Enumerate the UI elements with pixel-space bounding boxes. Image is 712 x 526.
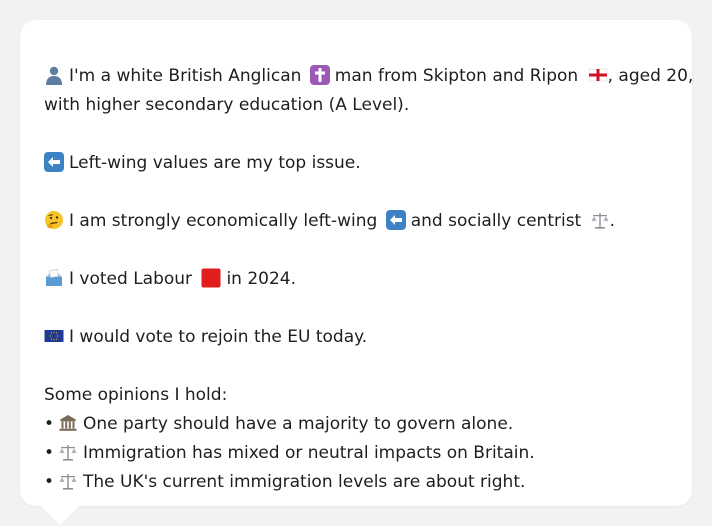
eu-line: I would vote to rejoin the EU today.	[44, 323, 668, 352]
opinion-text: Immigration has mixed or neutral impacts…	[83, 443, 535, 463]
england-flag-icon	[588, 68, 607, 82]
top-issue-text: Left-wing values are my top issue.	[69, 153, 361, 173]
top-issue-line: Left-wing values are my top issue.	[44, 149, 668, 178]
classical-building-icon	[59, 415, 77, 431]
intro-line-1: I'm a white British Anglican man from Sk…	[44, 62, 693, 91]
opinion-item: • Immigration has mixed or neutral impac…	[44, 439, 668, 468]
person-icon	[46, 66, 62, 85]
opinion-item: • One party should have a majority to go…	[44, 410, 668, 439]
economic-text-1: I am strongly economically left-wing	[69, 211, 378, 231]
thinking-face-icon	[45, 211, 63, 229]
latin-cross-icon	[309, 65, 330, 85]
opinion-item: • The UK's current immigration levels ar…	[44, 468, 668, 497]
intro-text-3: , aged 20,	[607, 66, 694, 86]
economic-line: I am strongly economically left-wing and…	[44, 207, 668, 236]
balance-scale-icon	[591, 213, 609, 229]
left-arrow-icon	[385, 210, 406, 230]
vote-line: I voted Labour in 2024.	[44, 265, 668, 294]
ballot-box-icon	[46, 269, 62, 286]
vote-text-2: in 2024.	[226, 269, 297, 289]
speech-bubble-tail	[40, 505, 80, 525]
intro-text-2: man from Skipton and Ripon	[334, 66, 579, 86]
eu-flag-icon	[44, 330, 64, 342]
left-arrow-icon	[44, 152, 64, 172]
bullet-icon: •	[44, 472, 55, 492]
profile-card: I'm a white British Anglican man from Sk…	[20, 20, 693, 506]
eu-text: I would vote to rejoin the EU today.	[69, 327, 368, 347]
bullet-icon: •	[44, 443, 55, 463]
balance-scale-icon	[59, 445, 77, 461]
intro-line-2: with higher secondary education (A Level…	[44, 95, 410, 115]
economic-text-2: and socially centrist	[410, 211, 582, 231]
economic-text-3: .	[609, 211, 616, 231]
opinions-heading: Some opinions I hold:	[44, 385, 228, 405]
balance-scale-icon	[59, 474, 77, 490]
vote-text-1: I voted Labour	[69, 269, 193, 289]
intro-text-1: I'm a white British Anglican	[69, 66, 302, 86]
opinion-text: One party should have a majority to gove…	[83, 414, 514, 434]
opinion-text: The UK's current immigration levels are …	[83, 472, 526, 492]
red-square-icon	[201, 268, 221, 288]
bullet-icon: •	[44, 414, 55, 434]
